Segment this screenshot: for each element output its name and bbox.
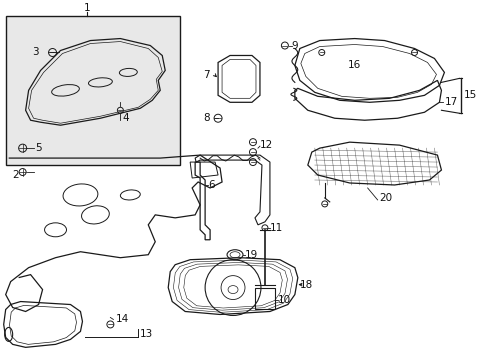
Text: 5: 5 — [36, 143, 42, 153]
Bar — [6, 15, 180, 165]
Text: 19: 19 — [244, 250, 258, 260]
Text: 12: 12 — [260, 140, 273, 150]
Text: 16: 16 — [347, 60, 361, 71]
Text: 11: 11 — [269, 223, 283, 233]
Text: 2: 2 — [13, 170, 19, 180]
Text: 8: 8 — [203, 113, 210, 123]
Text: 3: 3 — [33, 48, 39, 58]
Text: 6: 6 — [208, 180, 214, 190]
Text: 10: 10 — [277, 294, 290, 305]
Text: 1: 1 — [84, 3, 91, 13]
Bar — [254, 288, 274, 310]
Text: 18: 18 — [299, 280, 312, 289]
Text: 9: 9 — [291, 41, 298, 50]
Text: 15: 15 — [463, 90, 476, 100]
Text: 4: 4 — [122, 113, 129, 123]
Text: 14: 14 — [115, 314, 128, 324]
Text: 7: 7 — [203, 71, 210, 80]
Text: 17: 17 — [444, 97, 457, 107]
Text: 20: 20 — [379, 193, 392, 203]
Text: 13: 13 — [140, 329, 153, 339]
